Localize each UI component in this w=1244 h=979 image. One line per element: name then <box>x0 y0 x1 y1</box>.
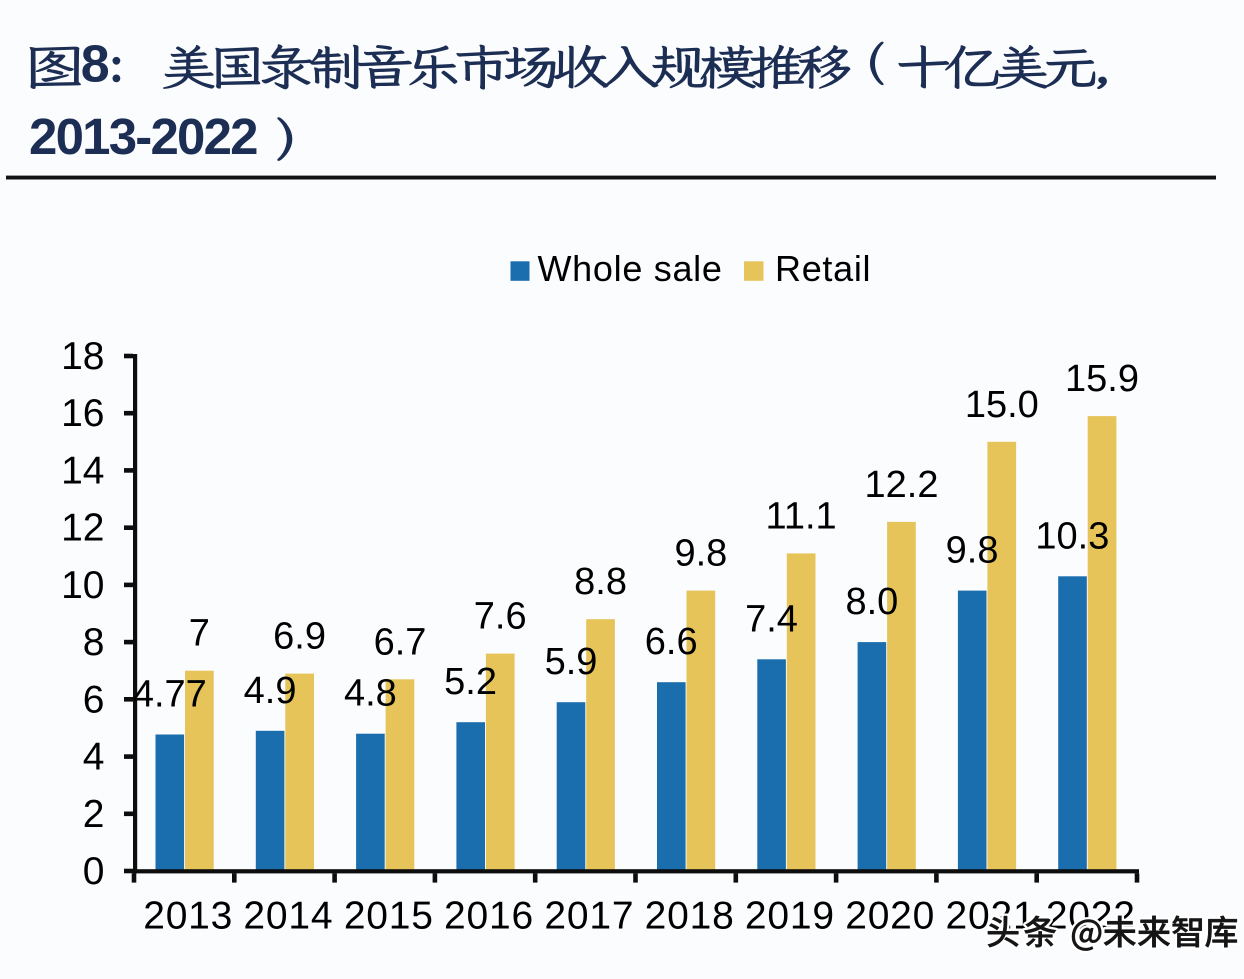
svg-text:4.77: 4.77 <box>133 674 207 716</box>
svg-text:2017: 2017 <box>544 895 634 938</box>
svg-text:7.4: 7.4 <box>745 598 798 640</box>
svg-text:8: 8 <box>81 35 110 93</box>
svg-text:5.9: 5.9 <box>545 641 598 683</box>
svg-text:Whole sale: Whole sale <box>538 248 723 289</box>
svg-text:0: 0 <box>83 850 105 893</box>
svg-text:2020: 2020 <box>845 895 935 938</box>
svg-text:14: 14 <box>61 449 104 492</box>
svg-text:18: 18 <box>61 335 104 378</box>
svg-text:8.0: 8.0 <box>845 581 898 623</box>
svg-text:8.8: 8.8 <box>574 561 627 603</box>
svg-text:2: 2 <box>83 793 105 836</box>
svg-text:9.8: 9.8 <box>946 530 999 572</box>
svg-text:2015: 2015 <box>344 895 434 938</box>
svg-text:7.6: 7.6 <box>474 596 527 638</box>
svg-text:6.6: 6.6 <box>645 621 698 663</box>
svg-text:2013: 2013 <box>143 895 233 938</box>
svg-text:Retail: Retail <box>775 248 871 289</box>
svg-text:6.9: 6.9 <box>273 616 326 658</box>
svg-text:2016: 2016 <box>444 895 534 938</box>
svg-text:4.8: 4.8 <box>344 673 397 715</box>
svg-text:4: 4 <box>83 736 105 779</box>
svg-text:15.9: 15.9 <box>1065 358 1139 400</box>
svg-text:4.9: 4.9 <box>244 670 297 712</box>
svg-text:6: 6 <box>83 678 105 721</box>
svg-text:15.0: 15.0 <box>965 384 1039 426</box>
svg-text:9.8: 9.8 <box>674 533 727 575</box>
svg-text:8: 8 <box>83 621 105 664</box>
svg-text:10.3: 10.3 <box>1035 515 1109 557</box>
svg-text:2014: 2014 <box>243 895 333 938</box>
svg-text:10: 10 <box>61 564 104 607</box>
svg-text:12: 12 <box>61 507 104 550</box>
svg-text:2013-2022: 2013-2022 <box>29 108 257 165</box>
svg-text:16: 16 <box>61 392 104 435</box>
svg-text:11.1: 11.1 <box>766 495 837 537</box>
svg-text:2019: 2019 <box>745 895 835 938</box>
svg-text:7: 7 <box>189 613 210 655</box>
svg-text:6.7: 6.7 <box>374 621 427 663</box>
svg-text:12.2: 12.2 <box>865 464 939 506</box>
svg-text:5.2: 5.2 <box>444 661 497 703</box>
svg-text:2018: 2018 <box>645 895 735 938</box>
